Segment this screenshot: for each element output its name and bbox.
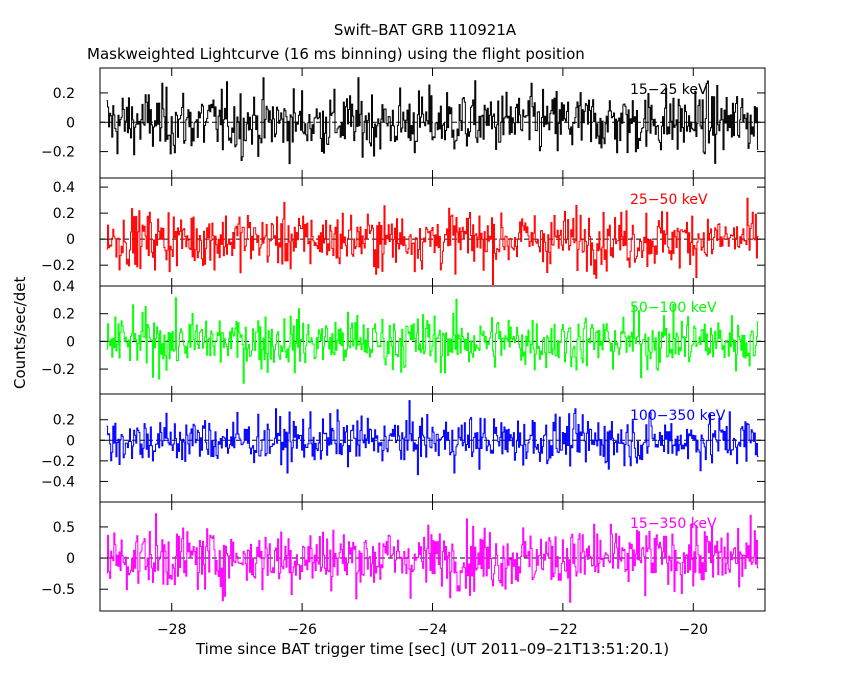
y-tick-label: 0 (66, 334, 75, 350)
lightcurve-series (106, 197, 759, 285)
y-tick-label: 0 (66, 433, 75, 449)
lightcurve-series (106, 400, 759, 476)
chart-subtitle: Maskweighted Lightcurve (16 ms binning) … (87, 45, 585, 63)
panel-band-label: 15−25 keV (630, 82, 708, 98)
y-tick-label: 0.2 (53, 413, 75, 429)
panel-band-label: 15−350 keV (630, 516, 717, 532)
y-tick-label: −0.2 (41, 145, 75, 161)
panel-band-label: 100−350 keV (630, 408, 726, 424)
panel-band-label: 25−50 keV (630, 192, 708, 208)
y-tick-label: −0.5 (41, 582, 75, 598)
x-tick-label: −22 (548, 622, 578, 638)
y-tick-label: −0.2 (41, 454, 75, 470)
y-tick-label: 0.2 (53, 206, 75, 222)
x-tick-label: −28 (157, 622, 187, 638)
x-tick-label: −26 (287, 622, 317, 638)
y-tick-label: 0.4 (53, 279, 75, 295)
lightcurve-series (106, 297, 759, 384)
y-tick-label: 0.2 (53, 86, 75, 102)
y-tick-label: 0.2 (53, 307, 75, 323)
y-tick-label: 0 (66, 115, 75, 131)
chart-title: Swift–BAT GRB 110921A (333, 21, 517, 39)
lightcurve-series (106, 513, 759, 603)
lightcurve-series (106, 77, 759, 165)
y-tick-label: 0 (66, 551, 75, 567)
x-tick-label: −24 (418, 622, 448, 638)
x-tick-label: −20 (679, 622, 709, 638)
y-tick-label: −0.4 (41, 474, 75, 490)
panel-band-label: 50−100 keV (630, 300, 717, 316)
y-tick-label: 0.4 (53, 180, 75, 196)
y-tick-label: 0.5 (53, 520, 75, 536)
y-axis-label: Counts/sec/det (11, 276, 29, 389)
x-axis-label: Time since BAT trigger time [sec] (UT 20… (195, 640, 670, 658)
y-tick-label: 0 (66, 232, 75, 248)
y-tick-label: −0.2 (41, 362, 75, 378)
y-tick-label: −0.2 (41, 258, 75, 274)
